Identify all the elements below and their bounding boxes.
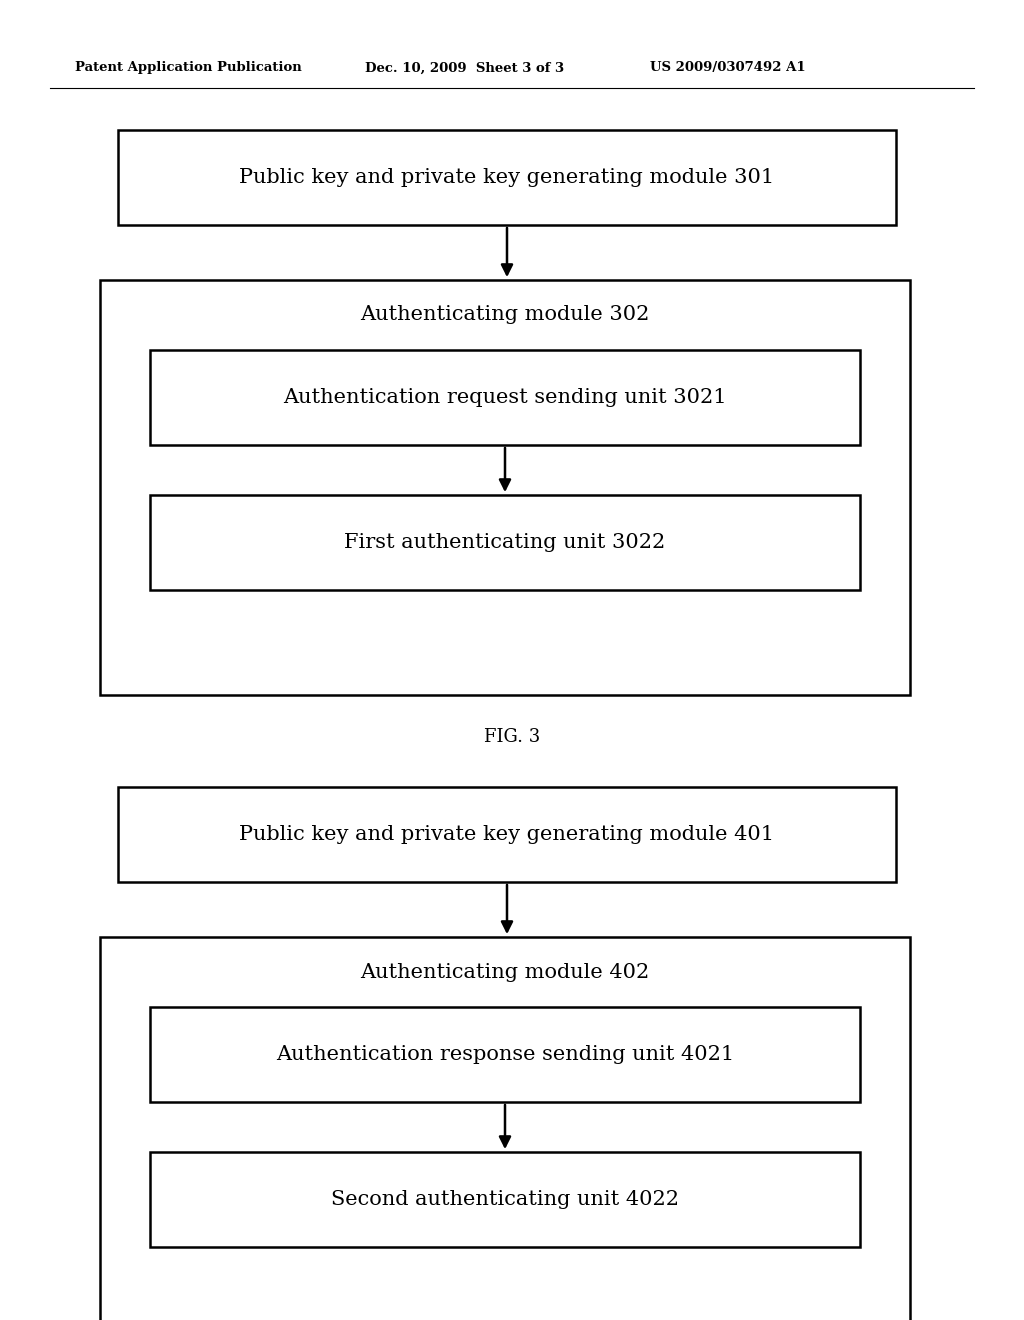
Bar: [150, 495, 860, 590]
Text: Dec. 10, 2009  Sheet 3 of 3: Dec. 10, 2009 Sheet 3 of 3: [365, 62, 564, 74]
Bar: [118, 129, 896, 224]
Bar: [100, 937, 910, 1320]
Text: Second authenticating unit 4022: Second authenticating unit 4022: [331, 1191, 679, 1209]
Text: FIG. 3: FIG. 3: [484, 729, 540, 746]
Text: Patent Application Publication: Patent Application Publication: [75, 62, 302, 74]
Text: Public key and private key generating module 301: Public key and private key generating mo…: [240, 168, 774, 187]
Text: Authentication request sending unit 3021: Authentication request sending unit 3021: [284, 388, 727, 407]
Bar: [118, 787, 896, 882]
Text: First authenticating unit 3022: First authenticating unit 3022: [344, 533, 666, 552]
Bar: [150, 1007, 860, 1102]
Bar: [150, 1152, 860, 1247]
Bar: [100, 280, 910, 696]
Text: Public key and private key generating module 401: Public key and private key generating mo…: [240, 825, 774, 843]
Text: US 2009/0307492 A1: US 2009/0307492 A1: [650, 62, 806, 74]
Bar: [150, 350, 860, 445]
Text: Authenticating module 302: Authenticating module 302: [360, 305, 649, 325]
Text: Authenticating module 402: Authenticating module 402: [360, 962, 649, 982]
Text: Authentication response sending unit 4021: Authentication response sending unit 402…: [275, 1045, 734, 1064]
